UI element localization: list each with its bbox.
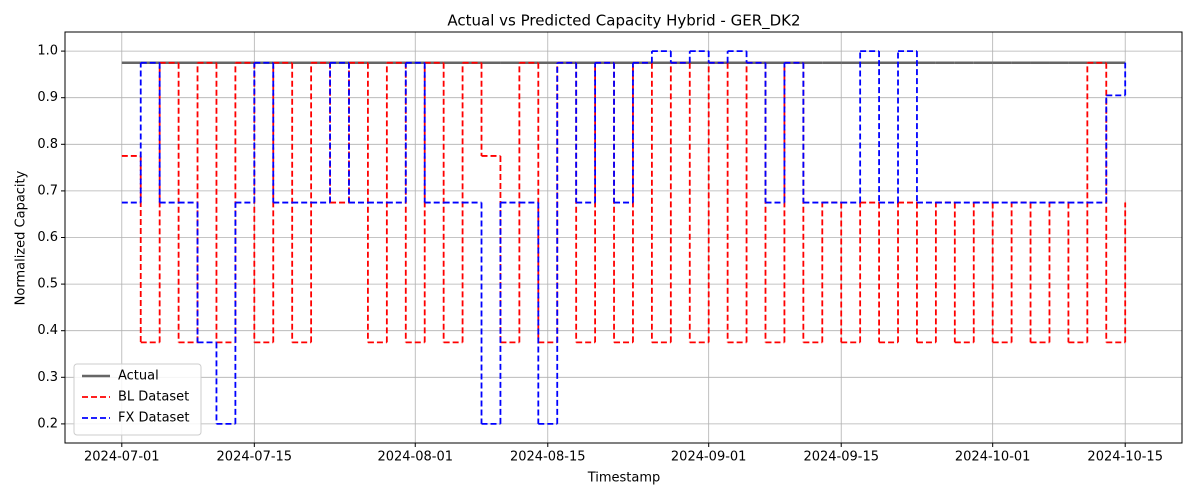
y-tick-label: 0.8	[37, 137, 58, 152]
legend-label: Actual	[118, 369, 159, 384]
y-tick-label: 0.6	[37, 230, 58, 245]
series	[121, 50, 1127, 425]
x-tick-label: 2024-10-01	[955, 450, 1031, 465]
plot-frame	[64, 31, 1183, 444]
legend-label: BL Dataset	[118, 390, 189, 405]
x-tick-label: 2024-08-15	[510, 450, 586, 465]
x-tick-label: 2024-10-15	[1087, 450, 1163, 465]
y-tick-label: 0.4	[37, 323, 58, 338]
y-tick-label: 0.3	[37, 370, 58, 385]
legend-label: FX Dataset	[118, 411, 189, 426]
y-axis-label: Normalized Capacity	[14, 170, 29, 305]
x-axis-label: Timestamp	[587, 471, 661, 486]
chart-title: Actual vs Predicted Capacity Hybrid - GE…	[447, 12, 800, 31]
x-tick-label: 2024-08-01	[377, 450, 453, 465]
y-tick-label: 0.9	[37, 90, 58, 105]
y-tick-label: 0.2	[37, 416, 58, 431]
x-tick-label: 2024-07-15	[217, 450, 293, 465]
y-tick-label: 0.7	[37, 183, 58, 198]
x-tick-label: 2024-07-01	[84, 450, 160, 465]
y-tick-label: 0.5	[37, 277, 58, 292]
x-tick-label: 2024-09-15	[803, 450, 879, 465]
y-tick-label: 1.0	[37, 44, 58, 59]
x-tick-label: 2024-09-01	[671, 450, 747, 465]
